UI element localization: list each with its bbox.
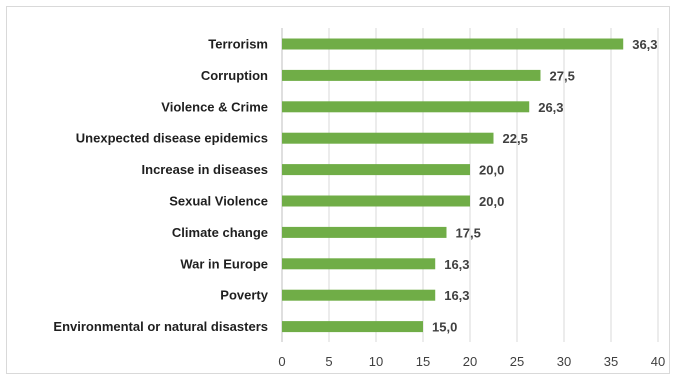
category-label-2: Violence & Crime: [161, 99, 268, 114]
category-label-4: Increase in diseases: [142, 162, 268, 177]
data-label-9: 15,0: [432, 320, 457, 335]
bar-6: [282, 226, 447, 238]
bar-0: [282, 38, 624, 50]
x-tick-label-10: 10: [369, 354, 383, 369]
bar-1: [282, 69, 541, 81]
category-label-5: Sexual Violence: [169, 194, 268, 209]
x-tick-label-35: 35: [604, 354, 618, 369]
category-label-0: Terrorism: [208, 37, 268, 52]
category-label-1: Corruption: [201, 68, 268, 83]
x-tick-label-20: 20: [463, 354, 477, 369]
data-label-5: 20,0: [479, 194, 504, 209]
data-label-7: 16,3: [444, 257, 469, 272]
category-labels: Terrorism Corruption Violence & Crime Unexp…: [53, 37, 268, 335]
x-tick-label-0: 0: [278, 354, 285, 369]
category-label-6: Climate change: [172, 225, 268, 240]
category-label-8: Poverty: [220, 288, 268, 303]
x-tick-label-25: 25: [510, 354, 524, 369]
data-label-4: 20,0: [479, 163, 504, 178]
data-label-1: 27,5: [550, 68, 575, 83]
bar-5: [282, 195, 470, 207]
bar-3: [282, 132, 494, 144]
bar-9: [282, 321, 423, 333]
x-tick-label-15: 15: [416, 354, 430, 369]
bar-4: [282, 164, 470, 176]
data-labels: 36,3 27,5 26,3 22,5 20,0 20,0 17,5 16,3 16,3 15,0: [432, 37, 658, 335]
chart-frame: [6, 6, 670, 374]
bar-2: [282, 101, 530, 113]
bars: [282, 38, 624, 333]
x-tick-label-40: 40: [651, 354, 665, 369]
data-label-2: 26,3: [538, 100, 563, 115]
x-tick-label-30: 30: [557, 354, 571, 369]
x-tick-label-5: 5: [325, 354, 332, 369]
data-label-0: 36,3: [632, 37, 657, 52]
x-axis-ticks: 0 5 10 15 20 25 30 35 40: [278, 354, 665, 369]
category-label-9: Environmental or natural disasters: [53, 319, 268, 334]
bar-8: [282, 289, 436, 301]
data-label-8: 16,3: [444, 288, 469, 303]
data-label-6: 17,5: [456, 225, 481, 240]
bar-7: [282, 258, 436, 270]
data-label-3: 22,5: [503, 131, 528, 146]
category-label-7: War in Europe: [180, 256, 268, 271]
category-label-3: Unexpected disease epidemics: [76, 131, 268, 146]
